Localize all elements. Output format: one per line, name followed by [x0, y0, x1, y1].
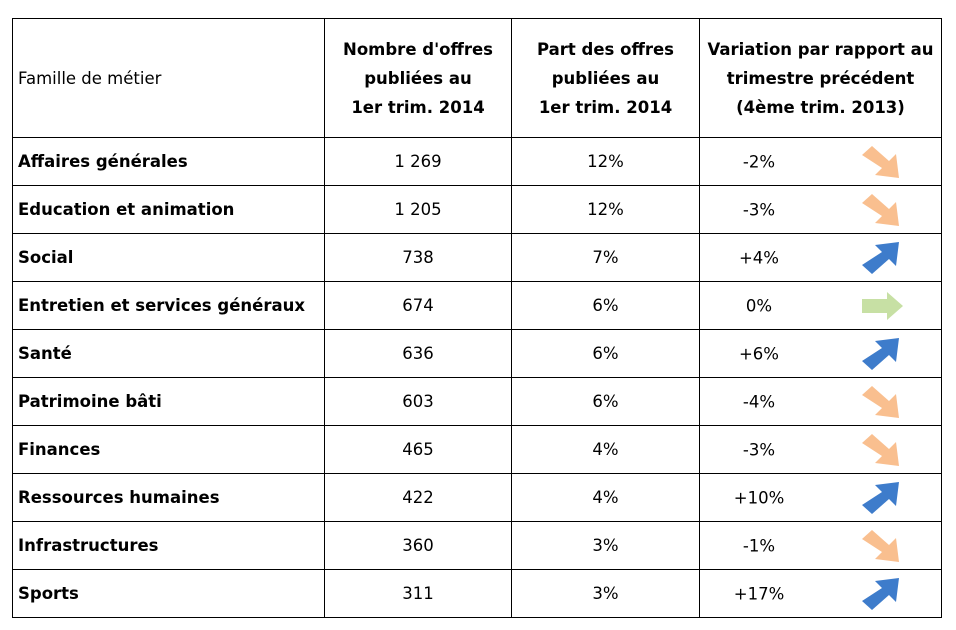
header-offer-share: Part des offres publiées au 1er trim. 20… — [511, 18, 700, 138]
variation-cell: +17% — [699, 569, 942, 618]
job-family-cell: Entretien et services généraux — [12, 281, 325, 330]
table-row: Affaires générales 1 269 12% -2% — [12, 137, 942, 186]
variation-value: -3% — [742, 440, 776, 459]
header-line: Nombre d'offres — [343, 39, 493, 59]
header-job-family: Famille de métier — [12, 18, 325, 138]
variation-value: -1% — [742, 536, 776, 555]
offer-share-cell: 6% — [511, 281, 700, 330]
variation-cell: 0% — [699, 281, 942, 330]
arrow-up-right-icon — [859, 335, 905, 373]
variation-cell: -1% — [699, 521, 942, 570]
header-offer-count: Nombre d'offres publiées au 1er trim. 20… — [324, 18, 512, 138]
offer-count-cell: 311 — [324, 569, 512, 618]
offer-count-cell: 360 — [324, 521, 512, 570]
table-row: Patrimoine bâti 603 6% -4% — [12, 377, 942, 426]
table-body: Affaires générales 1 269 12% -2% Education e… — [12, 137, 942, 618]
offer-count-cell: 738 — [324, 233, 512, 282]
offer-share-cell: 4% — [511, 425, 700, 474]
arrow-right-icon — [859, 287, 905, 325]
table-row: Infrastructures 360 3% -1% — [12, 521, 942, 570]
offer-count-cell: 1 269 — [324, 137, 512, 186]
offer-count-cell: 1 205 — [324, 185, 512, 234]
offer-share-cell: 12% — [511, 185, 700, 234]
table-row: Santé 636 6% +6% — [12, 329, 942, 378]
variation-cell: -3% — [699, 185, 942, 234]
table-row: Education et animation 1 205 12% -3% — [12, 185, 942, 234]
arrow-up-right-icon — [859, 239, 905, 277]
variation-value: +4% — [738, 248, 779, 267]
variation-value: +17% — [733, 584, 785, 603]
header-line: Variation par rapport au — [707, 39, 934, 59]
offer-share-cell: 6% — [511, 329, 700, 378]
offer-share-cell: 3% — [511, 569, 700, 618]
variation-value: +6% — [738, 344, 779, 363]
offer-count-cell: 674 — [324, 281, 512, 330]
header-line: (4ème trim. 2013) — [736, 97, 905, 117]
header-line: 1er trim. 2014 — [538, 97, 673, 117]
job-family-cell: Santé — [12, 329, 325, 378]
job-family-cell: Affaires générales — [12, 137, 325, 186]
offer-count-cell: 465 — [324, 425, 512, 474]
arrow-down-right-icon — [859, 431, 905, 469]
arrow-down-right-icon — [859, 383, 905, 421]
arrow-up-right-icon — [859, 575, 905, 613]
offer-count-cell: 422 — [324, 473, 512, 522]
job-family-cell: Ressources humaines — [12, 473, 325, 522]
offer-count-cell: 603 — [324, 377, 512, 426]
header-variation: Variation par rapport au trimestre précé… — [699, 18, 942, 138]
job-family-cell: Infrastructures — [12, 521, 325, 570]
offer-share-cell: 12% — [511, 137, 700, 186]
header-line: Part des offres — [537, 39, 674, 59]
variation-cell: -4% — [699, 377, 942, 426]
offer-share-cell: 4% — [511, 473, 700, 522]
variation-value: -3% — [742, 200, 776, 219]
table-row: Ressources humaines 422 4% +10% — [12, 473, 942, 522]
header-line: 1er trim. 2014 — [351, 97, 485, 117]
variation-value: -2% — [742, 152, 776, 171]
arrow-down-right-icon — [859, 191, 905, 229]
variation-cell: -3% — [699, 425, 942, 474]
table-row: Finances 465 4% -3% — [12, 425, 942, 474]
header-line: trimestre précédent — [726, 68, 915, 88]
variation-cell: +10% — [699, 473, 942, 522]
job-offers-table: Famille de métier Nombre d'offres publié… — [12, 18, 942, 618]
offer-count-cell: 636 — [324, 329, 512, 378]
offer-share-cell: 6% — [511, 377, 700, 426]
variation-value: 0% — [745, 296, 773, 315]
arrow-up-right-icon — [859, 479, 905, 517]
offer-share-cell: 3% — [511, 521, 700, 570]
job-family-cell: Patrimoine bâti — [12, 377, 325, 426]
job-family-cell: Sports — [12, 569, 325, 618]
job-family-cell: Social — [12, 233, 325, 282]
variation-cell: +4% — [699, 233, 942, 282]
table-header-row: Famille de métier Nombre d'offres publié… — [12, 18, 942, 138]
job-family-cell: Finances — [12, 425, 325, 474]
header-line: publiées au — [551, 68, 660, 88]
offer-share-cell: 7% — [511, 233, 700, 282]
job-family-cell: Education et animation — [12, 185, 325, 234]
table-row: Social 738 7% +4% — [12, 233, 942, 282]
header-line: publiées au — [364, 68, 472, 88]
arrow-down-right-icon — [859, 143, 905, 181]
variation-value: +10% — [733, 488, 785, 507]
table-row: Entretien et services généraux 674 6% 0% — [12, 281, 942, 330]
table-row: Sports 311 3% +17% — [12, 569, 942, 618]
variation-cell: +6% — [699, 329, 942, 378]
variation-cell: -2% — [699, 137, 942, 186]
variation-value: -4% — [742, 392, 776, 411]
arrow-down-right-icon — [859, 527, 905, 565]
